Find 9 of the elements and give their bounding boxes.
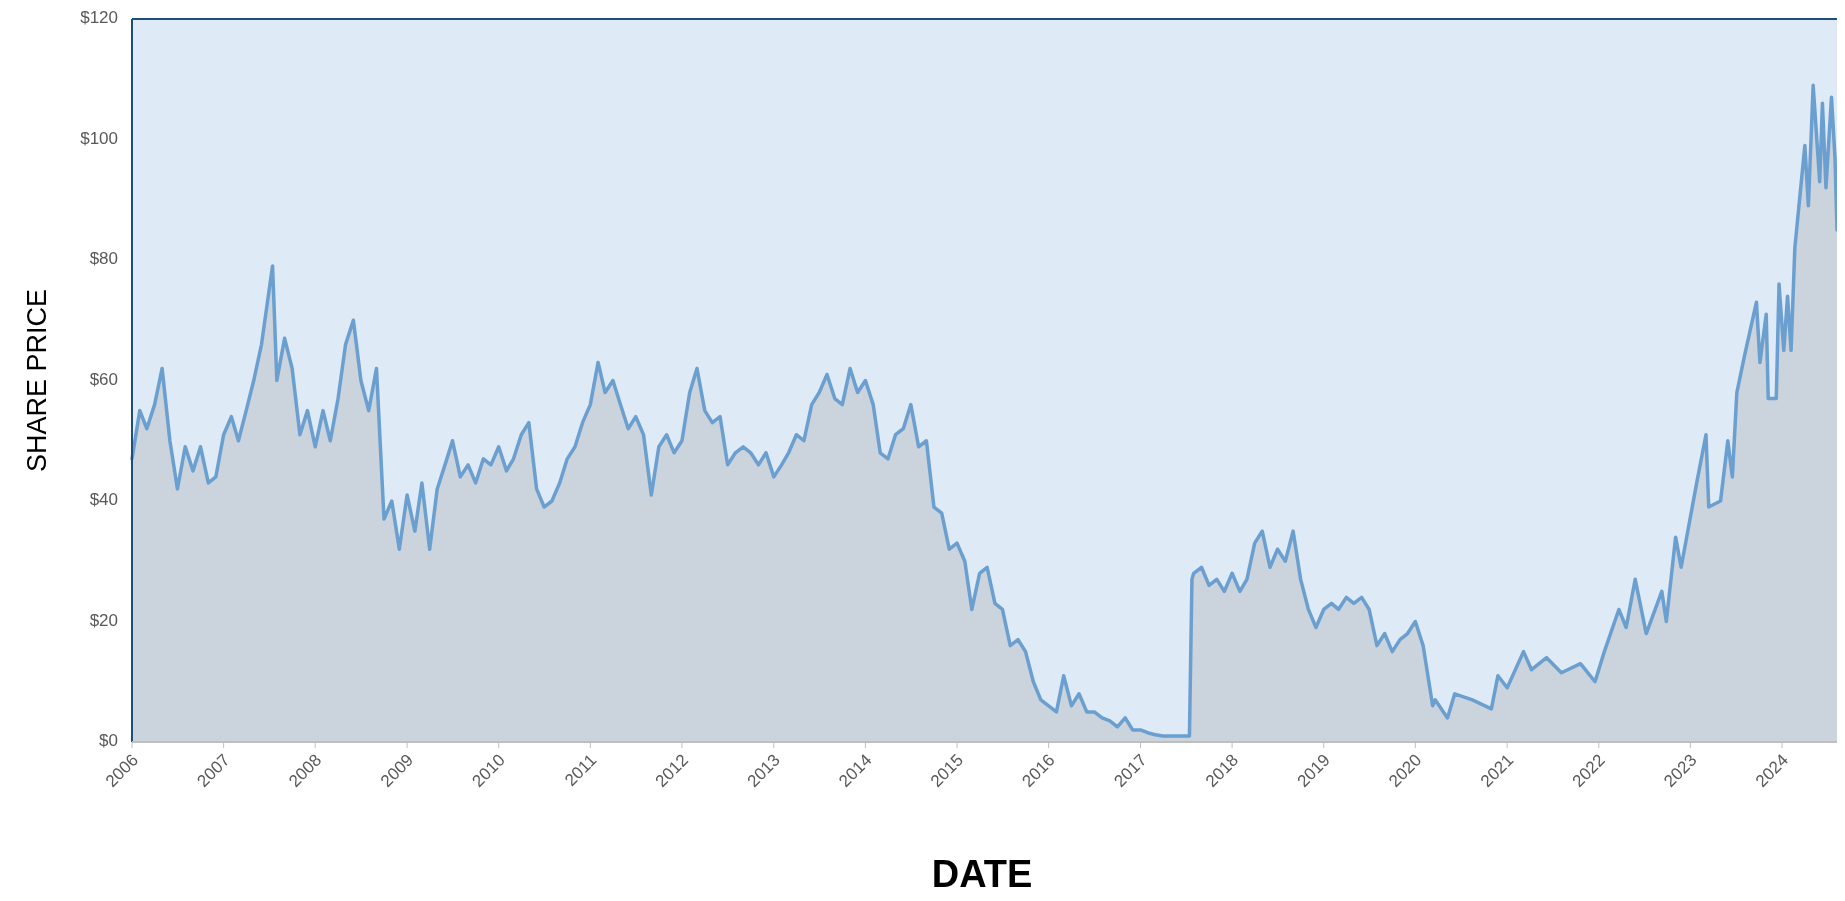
y-tick-label: $100	[80, 128, 118, 148]
y-axis-title: SHARE PRICE	[22, 288, 52, 473]
y-tick-label: $60	[89, 369, 118, 389]
y-tick-label: $40	[89, 490, 118, 510]
x-axis-title: DATE	[931, 853, 1033, 895]
y-tick-label: $20	[89, 610, 118, 630]
y-tick-label: $120	[80, 8, 118, 28]
y-tick-label: $80	[89, 249, 118, 269]
y-tick-label: $0	[99, 731, 118, 751]
